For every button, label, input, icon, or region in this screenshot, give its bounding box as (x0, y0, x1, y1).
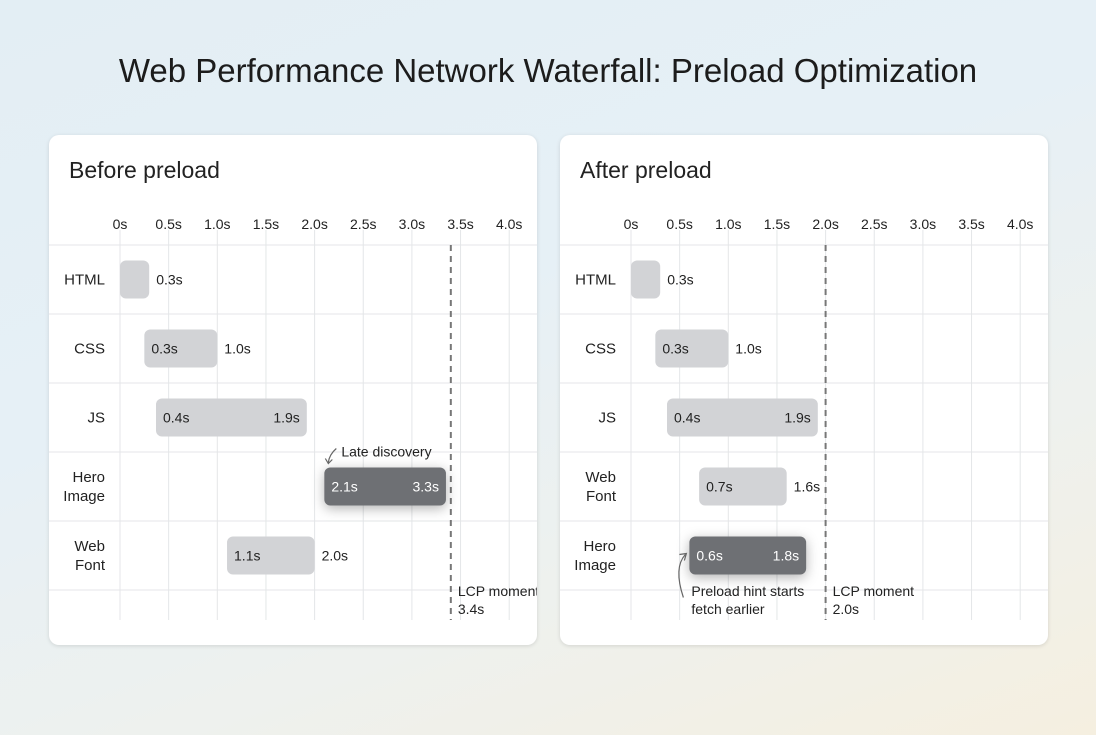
row-label: Image (63, 488, 105, 505)
row-label: HTML (575, 272, 616, 289)
request-bar (120, 260, 150, 299)
x-tick-label: 3.0s (399, 216, 425, 232)
annotation-text: fetch earlier (691, 601, 764, 617)
row-label: CSS (585, 341, 616, 358)
annotation-arrow (327, 448, 337, 463)
lcp-label: LCP moment (458, 583, 537, 599)
x-tick-label: 4.0s (496, 216, 522, 232)
x-tick-label: 3.0s (910, 216, 936, 232)
after-preload-panel: After preload 0s 0.5s 1.0s 1.5s 2.0s 2.5s 3.0s… (560, 135, 1048, 645)
x-tick-label: 2.0s (301, 216, 327, 232)
row-label: Image (574, 557, 616, 574)
bar-start-label: 0.7s (706, 479, 732, 495)
annotation-text: Late discovery (341, 444, 431, 460)
bar-end-label: 1.8s (773, 548, 799, 564)
request-bar (227, 536, 315, 575)
row-label: JS (598, 410, 616, 427)
request-bar (655, 329, 729, 368)
bar-end-label: 0.3s (667, 272, 693, 288)
x-tick-label: 0.5s (155, 216, 181, 232)
bar-end-label: 1.0s (224, 341, 250, 357)
hero-image-bar (324, 467, 446, 506)
x-tick-label: 1.5s (764, 216, 790, 232)
x-tick-label: 3.5s (447, 216, 473, 232)
arrowhead-icon (679, 552, 688, 561)
row-label: Hero (72, 469, 105, 486)
hero-image-bar (689, 536, 807, 575)
request-bar (699, 467, 787, 506)
page-title: Web Performance Network Waterfall: Prelo… (118, 52, 978, 89)
row-label: HTML (64, 272, 105, 289)
request-bar (667, 398, 818, 437)
bar-start-label: 0.4s (674, 410, 700, 426)
lcp-value-label: 3.4s (458, 601, 484, 617)
row-label: JS (87, 410, 105, 427)
bar-end-label: 2.0s (322, 548, 348, 564)
x-tick-label: 0s (624, 216, 639, 232)
arrowhead-icon (324, 458, 333, 465)
request-bar (144, 329, 218, 368)
row-label: Web (585, 469, 616, 486)
bar-end-label: 1.0s (735, 341, 761, 357)
x-tick-label: 3.5s (958, 216, 984, 232)
bar-start-label: 1.1s (234, 548, 260, 564)
panel-title: Before preload (69, 157, 220, 183)
annotation-arrow (678, 554, 686, 598)
x-tick-label: 2.5s (350, 216, 376, 232)
before-preload-panel: Before preload 0s 0.5s 1.0s 1.5s 2.0s 2.5s 3.0… (49, 135, 537, 645)
row-label: CSS (74, 341, 105, 358)
waterfall-chart-before: 0s 0.5s 1.0s 1.5s 2.0s 2.5s 3.0s 3.5s 4.0s LCP mo… (49, 216, 537, 620)
bar-end-label: 1.6s (794, 479, 820, 495)
bar-start-label: 0.4s (163, 410, 189, 426)
row-label: Web (74, 538, 105, 555)
bar-end-label: 1.9s (784, 410, 810, 426)
bar-end-label: 1.9s (273, 410, 299, 426)
x-tick-label: 1.5s (253, 216, 279, 232)
row-label: Font (75, 557, 106, 574)
bar-end-label: 0.3s (156, 272, 182, 288)
x-tick-label: 1.0s (204, 216, 230, 232)
x-tick-label: 2.0s (812, 216, 838, 232)
lcp-label: LCP moment (833, 583, 915, 599)
bar-start-label: 2.1s (331, 479, 357, 495)
x-tick-label: 0s (113, 216, 128, 232)
x-tick-label: 2.5s (861, 216, 887, 232)
row-label: Hero (583, 538, 616, 555)
x-tick-label: 1.0s (715, 216, 741, 232)
x-tick-label: 0.5s (666, 216, 692, 232)
bar-end-label: 3.3s (412, 479, 438, 495)
panel-title: After preload (580, 157, 712, 183)
request-bar (631, 260, 661, 299)
request-bar (156, 398, 307, 437)
x-tick-label: 4.0s (1007, 216, 1033, 232)
bar-start-label: 0.3s (151, 341, 177, 357)
row-label: Font (586, 488, 617, 505)
waterfall-chart-after: 0s 0.5s 1.0s 1.5s 2.0s 2.5s 3.0s 3.5s 4.0s LCP mo… (560, 216, 1048, 620)
lcp-value-label: 2.0s (833, 601, 859, 617)
annotation-text: Preload hint starts (691, 583, 804, 599)
bar-start-label: 0.3s (662, 341, 688, 357)
bar-start-label: 0.6s (696, 548, 722, 564)
